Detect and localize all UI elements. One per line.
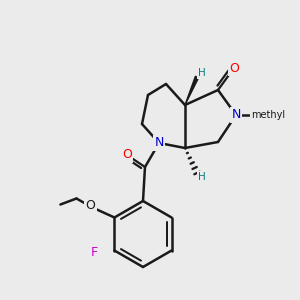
Text: N: N: [154, 136, 164, 149]
Text: O: O: [229, 61, 239, 74]
Text: N: N: [231, 109, 241, 122]
Text: O: O: [122, 148, 132, 161]
Polygon shape: [185, 76, 199, 105]
Text: F: F: [91, 246, 98, 259]
Text: methyl: methyl: [251, 110, 285, 120]
Text: O: O: [85, 199, 95, 212]
Text: H: H: [198, 68, 206, 78]
Text: H: H: [198, 172, 206, 182]
